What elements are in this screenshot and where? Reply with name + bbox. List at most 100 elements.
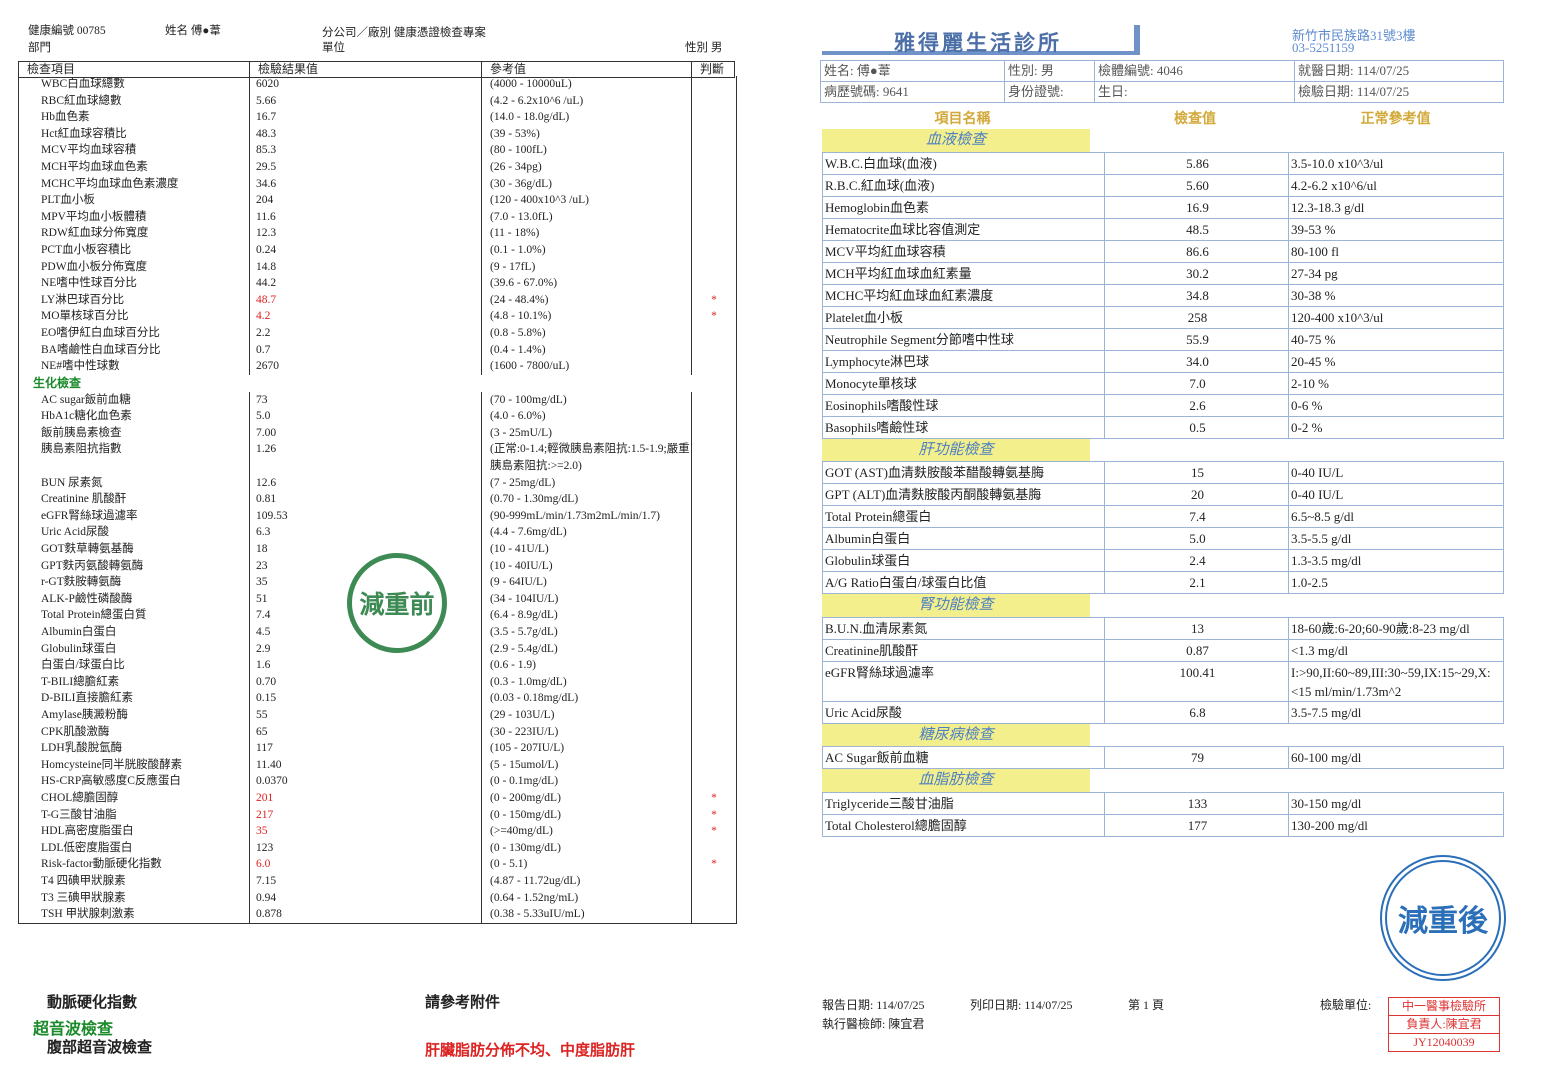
item-name: RDW紅血球分佈寬度	[41, 227, 149, 240]
reference-range: I:>90,II:60~89,III:30~59,IX:15~29,X:<15 …	[1288, 661, 1505, 701]
item-name: Homcysteine同半胱胺酸酵素	[41, 758, 183, 771]
flag-cell	[691, 474, 736, 492]
flag-cell	[691, 889, 736, 907]
result-value: 117	[249, 740, 481, 757]
result-row: AC sugar飯前血糖 73 (70 - 100mg/dL)	[19, 391, 736, 409]
flag-cell	[691, 756, 736, 774]
result-row: Globulin球蛋白 2.9 (2.9 - 5.4g/dL)	[19, 640, 736, 658]
result-value: 16.7	[249, 109, 481, 126]
result-value: 86.6	[1104, 240, 1288, 262]
result-value: 2.2	[249, 324, 481, 342]
result-row: GPT麩丙氨酸轉氨酶 23 (10 - 40IU/L)	[19, 557, 736, 575]
reference-range: (3 - 25mU/L)	[481, 424, 691, 442]
result-value: 7.0	[1104, 372, 1288, 394]
result-row: CPK肌酸激酶 65 (30 - 223IU/L)	[19, 723, 736, 741]
item-name: Hb血色素	[41, 111, 90, 124]
reference-range: (90-999mL/min/1.73m2mL/min/1.7)	[481, 507, 691, 525]
gender: 性別 男	[685, 42, 723, 54]
item-name: r-GT麩胺轉氨酶	[41, 576, 122, 589]
technician: 執行醫檢師: 陳宜君	[822, 1017, 925, 1031]
reference-range: (4.2 - 6.2x10^6 /uL)	[481, 92, 691, 110]
result-row: LDH乳酸脫氫酶 117 (105 - 207IU/L)	[19, 740, 736, 757]
item-name: MCH平均血球血色素	[41, 160, 148, 173]
item-name: Hematocrite血球比容值測定	[825, 221, 981, 237]
result-row: RBC紅血球總數 5.66 (4.2 - 6.2x10^6 /uL)	[19, 92, 736, 110]
reference-range: (0.6 - 1.9)	[481, 657, 691, 674]
result-row: Amylase胰澱粉酶 55 (29 - 103U/L)	[19, 706, 736, 724]
result-value: 30.2	[1104, 262, 1288, 284]
info-field: 性別: 男	[1004, 61, 1094, 81]
result-row: GPT (ALT)血清麩胺酸丙酮酸轉氨基脢 20 0-40 IU/L	[822, 484, 1504, 506]
item-name: Globulin球蛋白	[825, 553, 911, 568]
result-value: 204	[249, 192, 481, 209]
item-name: PDW血小板分佈寬度	[41, 260, 148, 273]
reference-range: (26 - 34pg)	[481, 158, 691, 176]
result-row: Albumin白蛋白 5.0 3.5-5.5 g/dl	[822, 528, 1504, 550]
result-row: T-BILI總膽紅素 0.70 (0.3 - 1.0mg/dL)	[19, 673, 736, 691]
flag-cell	[691, 441, 736, 475]
flag-cell	[691, 557, 736, 575]
result-value: 11.40	[249, 756, 481, 774]
table-header: 項目名稱 檢查值 正常參考值	[822, 108, 1504, 128]
column-header: 正常參考值	[1360, 112, 1431, 127]
item-name: W.B.C.白血球(血液)	[825, 155, 937, 171]
flag-cell	[691, 258, 736, 276]
result-value: 0.24	[249, 241, 481, 259]
item-name: TSH 甲狀腺刺激素	[41, 908, 135, 921]
item-name: Hemoglobin血色素	[825, 199, 929, 215]
result-value: 35	[249, 574, 481, 591]
flag: *	[691, 823, 736, 840]
flag-cell	[691, 125, 736, 143]
flag-cell	[691, 142, 736, 159]
reference-range: 0-40 IU/L	[1288, 462, 1505, 483]
result-row: eGFR腎絲球過濾率 100.41 I:>90,II:60~89,III:30~59…	[822, 661, 1505, 702]
result-value: 6.8	[1104, 701, 1288, 723]
table-header: 檢查項目 檢驗結果值 參考值 判斷	[18, 61, 735, 78]
result-value: 0.94	[249, 889, 481, 907]
result-value: 6.0	[249, 856, 481, 873]
finding: 肝臟脂肪分佈不均、中度脂肪肝	[425, 1043, 636, 1059]
result-row: Globulin球蛋白 2.4 1.3-3.5 mg/dl	[822, 550, 1504, 572]
result-value: 1.26	[249, 441, 481, 475]
result-row: T3 三碘甲狀腺素 0.94 (0.64 - 1.52ng/mL)	[19, 889, 736, 907]
item-name: A/G Ratio白蛋白/球蛋白比值	[825, 575, 987, 590]
item-name: Uric Acid尿酸	[825, 704, 902, 720]
item-name: MO單核球百分比	[41, 310, 129, 323]
result-row: Lymphocyte淋巴球 34.0 20-45 %	[822, 350, 1504, 373]
result-row: Uric Acid尿酸 6.3 (4.4 - 7.6mg/dL)	[19, 524, 736, 542]
result-row: HDL高密度脂蛋白 35 (>=40mg/dL) *	[19, 823, 736, 840]
reference-range: 30-38 %	[1288, 284, 1505, 306]
reference-range: (24 - 48.4%)	[481, 291, 691, 309]
result-row: D-BILI直接膽紅素 0.15 (0.03 - 0.18mg/dL)	[19, 690, 736, 707]
flag-cell	[691, 740, 736, 757]
result-value: 258	[1104, 306, 1288, 328]
flag-cell	[691, 424, 736, 442]
result-row: Hb血色素 16.7 (14.0 - 18.0g/dL)	[19, 109, 736, 126]
item-name: Creatinine 肌酸酐	[41, 493, 127, 506]
result-row: PCT血小板容積比 0.24 (0.1 - 1.0%)	[19, 241, 736, 259]
result-value: 217	[249, 806, 481, 824]
item-name: PCT血小板容積比	[41, 243, 132, 256]
result-value: 34.0	[1104, 350, 1288, 372]
result-row: Eosinophils嗜酸性球 2.6 0-6 %	[822, 394, 1504, 417]
reference-range: 0-40 IU/L	[1288, 484, 1505, 505]
result-value: 11.6	[249, 208, 481, 226]
item-name: eGFR腎絲球過濾率	[41, 509, 138, 522]
reference-range: 12.3-18.3 g/dl	[1288, 196, 1505, 218]
reference-range: (10 - 40IU/L)	[481, 557, 691, 575]
result-value: 2.6	[1104, 394, 1288, 416]
reference-range: (10 - 41U/L)	[481, 541, 691, 558]
result-value: 100.41	[1104, 661, 1288, 701]
info-field: 生日:	[1094, 82, 1294, 102]
item-name: EO嗜伊紅白血球百分比	[41, 326, 160, 339]
flag-cell	[691, 341, 736, 359]
reference-range: 18-60歲:6-20;60-90歲:8-23 mg/dl	[1288, 617, 1505, 639]
result-value: 6020	[249, 76, 481, 93]
flag-cell	[691, 158, 736, 176]
flag-cell	[691, 76, 736, 93]
result-row: LDL低密度脂蛋白 123 (0 - 130mg/dL)	[19, 839, 736, 857]
item-name: 白蛋白/球蛋白比	[41, 659, 125, 672]
result-value: 13	[1104, 617, 1288, 639]
reference-range: (0 - 150mg/dL)	[481, 806, 691, 824]
result-value: 0.878	[249, 906, 481, 923]
